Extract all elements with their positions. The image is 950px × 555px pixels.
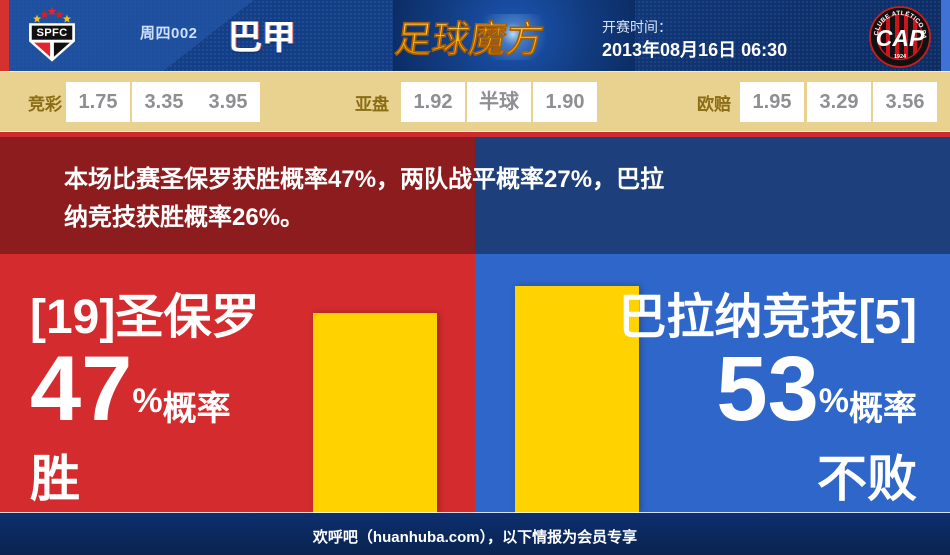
svg-text:足球魔方: 足球魔方: [393, 18, 546, 60]
svg-text:SPFC: SPFC: [36, 27, 67, 39]
svg-text:CAP: CAP: [876, 25, 925, 51]
svg-text:1924: 1924: [894, 54, 907, 60]
